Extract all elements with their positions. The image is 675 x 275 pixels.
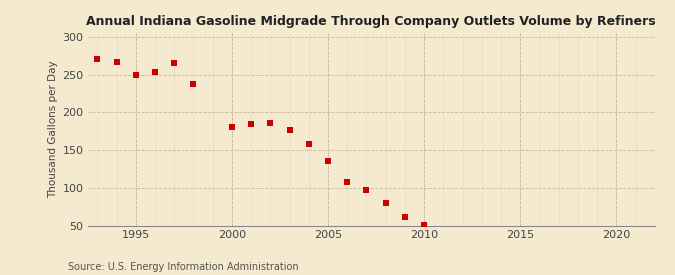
Point [150, 70, 161, 75]
Point [361, 188, 372, 192]
Point [246, 122, 256, 127]
Point [323, 159, 333, 164]
Y-axis label: Thousand Gallons per Day: Thousand Gallons per Day [49, 60, 58, 198]
Point [284, 127, 295, 132]
Point [400, 215, 410, 219]
Point [342, 180, 352, 185]
Point [303, 142, 314, 146]
Point [111, 60, 122, 65]
Point [418, 222, 429, 227]
Text: Source: U.S. Energy Information Administration: Source: U.S. Energy Information Administ… [68, 262, 298, 272]
Point [92, 56, 103, 61]
Point [188, 81, 199, 86]
Point [169, 61, 180, 65]
Point [130, 73, 141, 78]
Point [227, 124, 238, 129]
Title: Annual Indiana Gasoline Midgrade Through Company Outlets Volume by Refiners: Annual Indiana Gasoline Midgrade Through… [86, 15, 656, 28]
Point [380, 201, 391, 205]
Point [265, 121, 276, 125]
